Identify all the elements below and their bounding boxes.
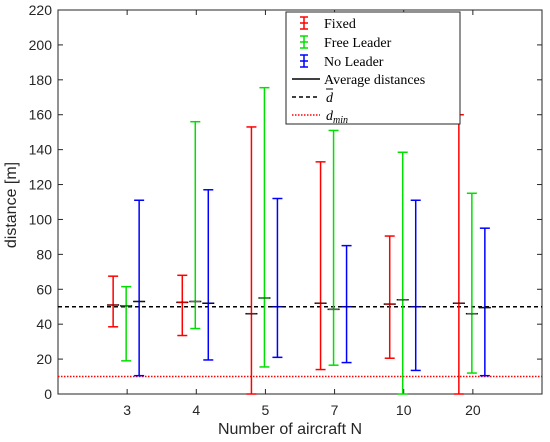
- chart-marks: [58, 86, 542, 395]
- errorbar-no-leader: [340, 244, 353, 364]
- errorbar-free-leader: [120, 285, 133, 362]
- legend-label-dmin-sub: min: [333, 115, 348, 126]
- x-tick-label: 20: [465, 402, 481, 418]
- legend-swatch-fixed: [300, 16, 308, 30]
- y-tick-label: 220: [29, 2, 53, 18]
- legend-swatch-no-leader: [300, 54, 308, 68]
- y-tick-label: 120: [29, 177, 53, 193]
- legend-label-no-leader: No Leader: [324, 55, 384, 70]
- x-tick-label: 7: [331, 402, 339, 418]
- y-axis-label: distance [m]: [3, 162, 20, 248]
- legend-label-dbar: d: [326, 91, 334, 106]
- errorbar-no-leader: [478, 227, 491, 377]
- errorbar-no-leader: [409, 199, 422, 372]
- legend-box: [285, 11, 461, 125]
- y-tick-label: 80: [36, 246, 52, 262]
- legend-label-free-leader: Free Leader: [324, 36, 392, 51]
- errorbar-fixed: [452, 113, 465, 395]
- errorbar-fixed: [107, 275, 120, 328]
- y-tick-label: 0: [44, 386, 52, 402]
- errorbar-no-leader: [271, 197, 284, 359]
- errorbar-free-leader: [327, 129, 340, 366]
- legend-label-average: Average distances: [324, 73, 425, 88]
- y-tick-label: 100: [29, 211, 53, 227]
- errorbar-free-leader: [465, 192, 478, 374]
- errorbar-fixed: [314, 161, 327, 371]
- errorbar-no-leader: [202, 189, 215, 361]
- errorbar-no-leader: [133, 199, 146, 377]
- y-tick-label: 40: [36, 316, 52, 332]
- legend-label-dmin-main: d: [326, 109, 334, 124]
- errorbar-fixed: [383, 235, 396, 359]
- x-tick-label: 10: [396, 402, 412, 418]
- y-tick-label: 180: [29, 72, 53, 88]
- x-tick-label: 4: [192, 402, 200, 418]
- errorbar-fixed: [245, 126, 258, 395]
- plot-frame: [57, 9, 543, 395]
- legend-label-dmin: dmin: [326, 109, 348, 126]
- y-tick-label: 200: [29, 37, 53, 53]
- x-tick-label: 5: [262, 402, 270, 418]
- errorbar-free-leader: [258, 86, 271, 368]
- errorbar-free-leader: [189, 120, 202, 330]
- axes: 0 20 40 60 80 100 120 140 160 180 200 220 3 4 5 7 10 20: [29, 2, 543, 418]
- y-tick-label: 20: [36, 351, 52, 367]
- x-axis-label: Number of aircraft N: [218, 421, 362, 438]
- x-tick-label: 3: [123, 402, 131, 418]
- errorbar-fixed: [176, 274, 189, 337]
- errorbar-free-leader: [396, 151, 409, 395]
- legend: Fixed Free Leader No Leader Average dist…: [285, 11, 461, 126]
- y-tick-label: 140: [29, 142, 53, 158]
- y-tick-label: 160: [29, 107, 53, 123]
- legend-swatch-free-leader: [300, 35, 308, 49]
- y-tick-label: 60: [36, 281, 52, 297]
- legend-label-fixed: Fixed: [324, 17, 356, 32]
